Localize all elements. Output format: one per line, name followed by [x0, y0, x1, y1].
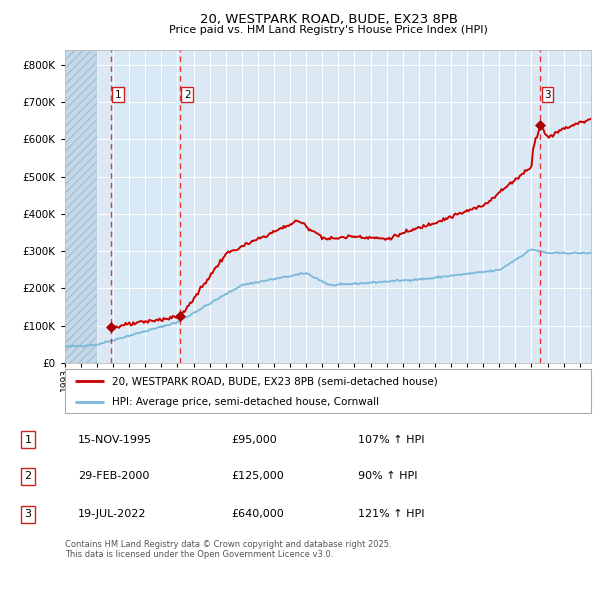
Text: Price paid vs. HM Land Registry's House Price Index (HPI): Price paid vs. HM Land Registry's House …	[169, 25, 488, 35]
Text: 20, WESTPARK ROAD, BUDE, EX23 8PB: 20, WESTPARK ROAD, BUDE, EX23 8PB	[200, 13, 458, 26]
Text: 121% ↑ HPI: 121% ↑ HPI	[358, 509, 424, 519]
Text: 15-NOV-1995: 15-NOV-1995	[78, 435, 152, 445]
Text: 3: 3	[544, 90, 551, 100]
Text: 1: 1	[115, 90, 122, 100]
Bar	[540, 50, 591, 363]
Text: 2: 2	[184, 90, 191, 100]
Text: HPI: Average price, semi-detached house, Cornwall: HPI: Average price, semi-detached house,…	[112, 397, 379, 407]
Text: 3: 3	[25, 509, 32, 519]
Text: 20, WESTPARK ROAD, BUDE, EX23 8PB (semi-detached house): 20, WESTPARK ROAD, BUDE, EX23 8PB (semi-…	[112, 376, 438, 386]
Text: 107% ↑ HPI: 107% ↑ HPI	[358, 435, 424, 445]
Text: Contains HM Land Registry data © Crown copyright and database right 2025.
This d: Contains HM Land Registry data © Crown c…	[65, 540, 391, 559]
Text: 90% ↑ HPI: 90% ↑ HPI	[358, 471, 417, 481]
Bar	[111, 50, 180, 363]
Text: 19-JUL-2022: 19-JUL-2022	[78, 509, 147, 519]
Text: 29-FEB-2000: 29-FEB-2000	[78, 471, 149, 481]
Text: 2: 2	[25, 471, 32, 481]
Text: £95,000: £95,000	[231, 435, 277, 445]
Text: £125,000: £125,000	[231, 471, 284, 481]
Text: 1: 1	[25, 435, 32, 445]
Text: £640,000: £640,000	[231, 509, 284, 519]
Bar	[65, 50, 97, 363]
